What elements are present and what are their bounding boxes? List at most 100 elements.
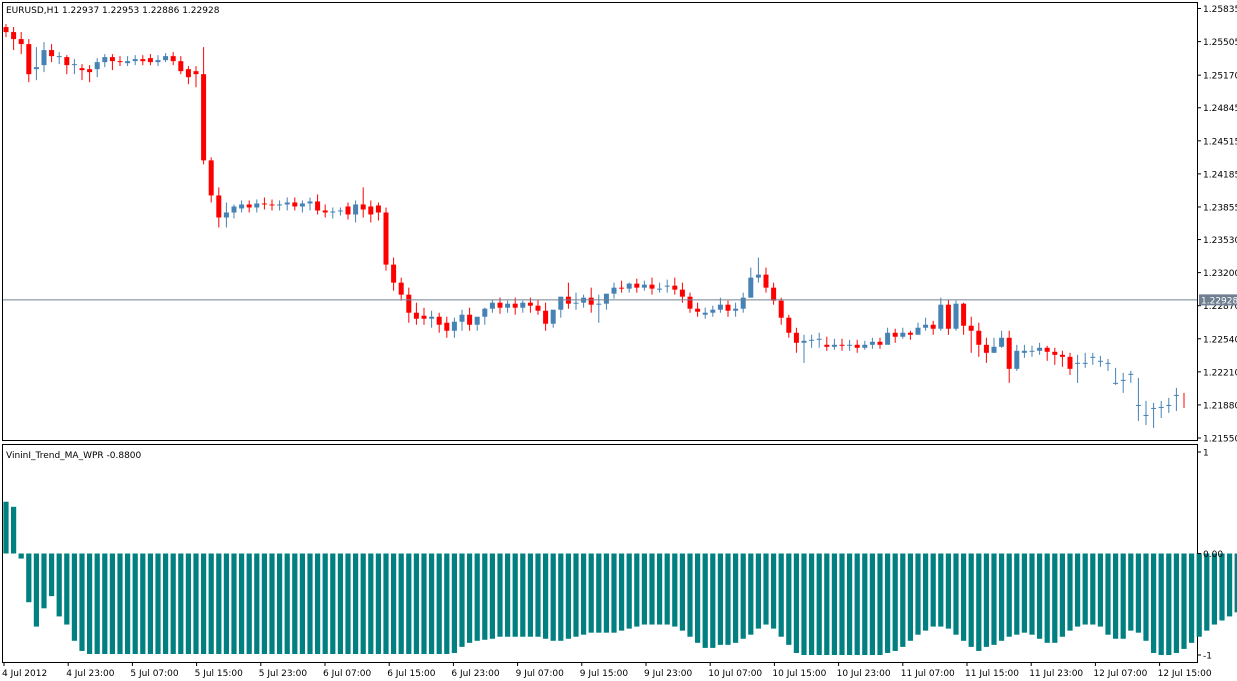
candle-body — [793, 332, 799, 343]
histogram-bar — [451, 553, 457, 653]
candle-body — [854, 344, 860, 348]
histogram-bar — [467, 553, 473, 643]
indicator-pane-title: VininI_Trend_MA_WPR -0.8800 — [6, 451, 142, 461]
candle-body — [900, 332, 906, 337]
histogram-bar — [193, 553, 199, 654]
candle-body — [983, 344, 989, 353]
histogram-bar — [1067, 553, 1073, 631]
histogram-bar — [1204, 553, 1210, 631]
histogram-bar — [1021, 553, 1027, 633]
histogram-bar — [543, 553, 549, 639]
candle-body — [467, 314, 473, 325]
candle-body — [102, 57, 108, 63]
histogram-bar — [930, 553, 936, 627]
histogram-bar — [649, 553, 655, 625]
candle-body — [816, 338, 822, 340]
histogram-bar — [702, 553, 708, 648]
histogram-bar — [588, 553, 594, 633]
candle-body — [125, 61, 131, 64]
candle-body — [391, 264, 397, 283]
histogram-bar — [429, 553, 435, 654]
histogram-bar — [421, 553, 427, 654]
histogram-bar — [64, 553, 70, 625]
candle-body — [839, 344, 845, 346]
histogram-bar — [999, 553, 1005, 641]
candle-body — [755, 274, 761, 278]
candle-body — [603, 293, 609, 304]
candle-body — [18, 39, 24, 45]
candle-body — [999, 337, 1005, 347]
candle-body — [991, 346, 997, 353]
candle-body — [3, 27, 9, 33]
histogram-bar — [1044, 553, 1050, 643]
candle-body — [664, 285, 670, 287]
time-tick-label: 6 Jul 15:00 — [387, 669, 436, 679]
candle-body — [892, 332, 898, 337]
price-tick-label: 1.21880 — [1203, 401, 1237, 411]
candle-body — [26, 44, 32, 75]
candle-body — [360, 204, 366, 210]
candle-body — [1151, 407, 1157, 409]
histogram-bar — [763, 553, 769, 625]
histogram-bar — [49, 553, 55, 597]
histogram-bar — [1120, 553, 1126, 639]
candle-body — [778, 300, 784, 318]
candle-body — [771, 287, 777, 301]
histogram-bar — [375, 553, 381, 654]
histogram-bar — [679, 553, 685, 631]
candle-body — [1173, 394, 1179, 396]
time-tick-label: 12 Jul 07:00 — [1093, 669, 1147, 679]
candle-body — [383, 212, 389, 265]
candle-body — [717, 304, 723, 310]
histogram-bar — [664, 553, 670, 625]
histogram-bar — [170, 553, 176, 654]
histogram-bar — [550, 553, 556, 641]
histogram-bar — [603, 553, 609, 633]
candle-body — [482, 308, 488, 317]
histogram-bar — [406, 553, 412, 654]
candle-body — [254, 203, 260, 208]
candle-body — [201, 74, 207, 161]
time-tick-label: 6 Jul 23:00 — [451, 669, 500, 679]
histogram-bar — [634, 553, 640, 627]
candle-body — [1052, 351, 1058, 355]
histogram-bar — [892, 553, 898, 651]
histogram-bar — [353, 553, 359, 654]
histogram-bar — [413, 553, 419, 654]
candle-body — [1166, 404, 1172, 406]
candle-body — [429, 316, 435, 319]
histogram-bar — [717, 553, 723, 645]
histogram-bar — [322, 553, 328, 654]
price-tick-label: 1.24515 — [1203, 137, 1237, 147]
candle-body — [64, 57, 70, 66]
candle-body — [132, 59, 138, 62]
histogram-bar — [710, 553, 716, 648]
time-tick-label: 4 Jul 23:00 — [66, 669, 115, 679]
candle-body — [87, 69, 93, 73]
histogram-bar — [254, 553, 260, 654]
histogram-bar — [953, 553, 959, 635]
histogram-bar — [1105, 553, 1111, 635]
histogram-bar — [755, 553, 761, 629]
candle-body — [535, 305, 541, 311]
candle-body — [315, 201, 321, 211]
histogram-bar — [641, 553, 647, 625]
histogram-bar — [117, 553, 123, 654]
candle-body — [49, 50, 55, 57]
candle-body — [421, 315, 427, 319]
candle-body — [831, 344, 837, 347]
histogram-bar — [3, 501, 9, 554]
histogram-bar — [1189, 553, 1195, 643]
histogram-bar — [201, 553, 207, 654]
candle-body — [489, 302, 495, 309]
candle-body — [1143, 414, 1149, 416]
candle-body — [505, 303, 511, 308]
candle-body — [94, 62, 100, 70]
candle-body — [679, 289, 685, 297]
histogram-bar — [307, 553, 313, 654]
histogram-bar — [1219, 553, 1225, 621]
indicator-tick-label: 1 — [1203, 449, 1209, 459]
histogram-bar — [26, 553, 32, 603]
histogram-bar — [185, 553, 191, 654]
candle-body — [1029, 350, 1035, 352]
